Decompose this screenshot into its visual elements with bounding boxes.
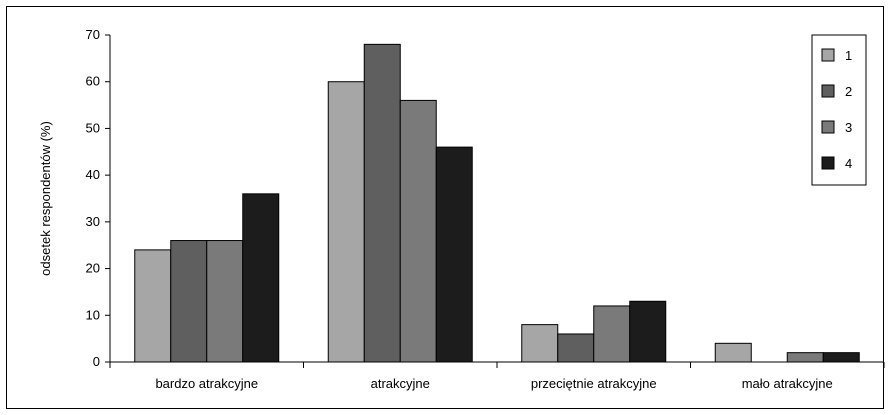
bar-series-3-1	[399, 99, 437, 363]
legend: 1 2 3 4	[811, 34, 867, 186]
bar-series-4-3	[822, 352, 860, 363]
bar-series-4-2	[629, 300, 667, 363]
bar-series-1-0	[134, 249, 172, 363]
legend-swatch-2	[821, 84, 835, 98]
category-label: przeciętnie atrakcyjne	[531, 376, 657, 391]
y-axis-title: odsetek respondentów (%)	[38, 121, 53, 276]
y-ticks: 0 10 20 30 40 50 60 70	[86, 27, 110, 369]
legend-swatch-4	[821, 156, 835, 170]
legend-box	[811, 34, 867, 186]
bars	[134, 43, 860, 363]
bar-series-3-3	[786, 352, 824, 363]
y-tick-label: 40	[86, 167, 100, 182]
bar-series-2-2	[557, 333, 595, 363]
category-label: atrakcyjne	[371, 376, 430, 391]
legend-label-1: 1	[845, 48, 852, 63]
bar-series-1-3	[714, 342, 752, 363]
y-tick-label: 0	[93, 354, 100, 369]
bar-series-2-1	[363, 43, 401, 363]
y-tick-label: 60	[86, 74, 100, 89]
category-labels: bardzo atrakcyjne atrakcyjne przeciętnie a…	[155, 376, 832, 391]
bar-series-2-0	[170, 240, 208, 363]
y-tick-label: 70	[86, 27, 100, 42]
y-tick-label: 20	[86, 261, 100, 276]
bar-series-3-0	[206, 240, 244, 363]
bar-series-4-1	[435, 146, 473, 363]
legend-label-4: 4	[845, 156, 852, 171]
y-tick-label: 50	[86, 120, 100, 135]
legend-label-2: 2	[845, 84, 852, 99]
bar-series-1-2	[521, 324, 559, 363]
category-label: mało atrakcyjne	[742, 376, 833, 391]
bar-series-4-0	[242, 193, 280, 363]
legend-swatch-3	[821, 120, 835, 134]
bar-series-1-1	[327, 81, 365, 363]
x-ticks	[109, 362, 885, 368]
y-tick-label: 30	[86, 214, 100, 229]
bar-series-3-2	[593, 305, 631, 363]
legend-swatch-1	[821, 48, 835, 62]
category-label: bardzo atrakcyjne	[155, 376, 258, 391]
legend-label-3: 3	[845, 120, 852, 135]
y-tick-label: 10	[86, 307, 100, 322]
